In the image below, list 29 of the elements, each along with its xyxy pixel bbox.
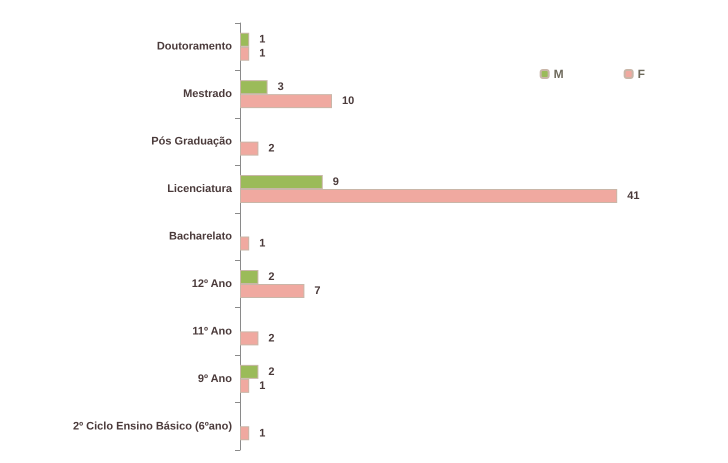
data-label: 1 bbox=[259, 380, 266, 392]
y-tick-label: 12º Ano bbox=[192, 278, 232, 290]
y-tick-label: Bacharelato bbox=[169, 230, 232, 242]
data-label: 2 bbox=[268, 142, 275, 155]
data-label: 1 bbox=[259, 427, 266, 440]
bar bbox=[240, 331, 258, 346]
data-label: 1 bbox=[259, 34, 266, 46]
y-tick-label: 9º Ano bbox=[198, 372, 232, 385]
data-label: 2 bbox=[268, 366, 275, 378]
data-label: 41 bbox=[627, 190, 640, 202]
data-label: 2 bbox=[268, 270, 275, 283]
y-tick-label: Mestrado bbox=[183, 88, 232, 100]
legend-label: F bbox=[638, 67, 646, 81]
legend-label: M bbox=[554, 67, 564, 81]
data-label: 7 bbox=[314, 284, 321, 297]
data-label: 10 bbox=[342, 95, 354, 108]
data-label: 2 bbox=[268, 332, 275, 344]
bar bbox=[240, 426, 250, 440]
y-tick-label: 2º Ciclo Ensino Básico (6ºano) bbox=[72, 420, 232, 432]
y-tick-label: Doutoramento bbox=[156, 40, 232, 53]
bar bbox=[240, 236, 250, 250]
data-label: 9 bbox=[332, 176, 339, 188]
data-label: 1 bbox=[259, 48, 266, 60]
data-label: 3 bbox=[278, 81, 284, 94]
y-tick-label: Pós Graduação bbox=[151, 136, 232, 148]
data-label: 1 bbox=[259, 238, 266, 250]
y-tick-label: 11º Ano bbox=[192, 325, 232, 338]
bar bbox=[240, 142, 258, 156]
y-tick-label: Licenciatura bbox=[167, 183, 233, 196]
